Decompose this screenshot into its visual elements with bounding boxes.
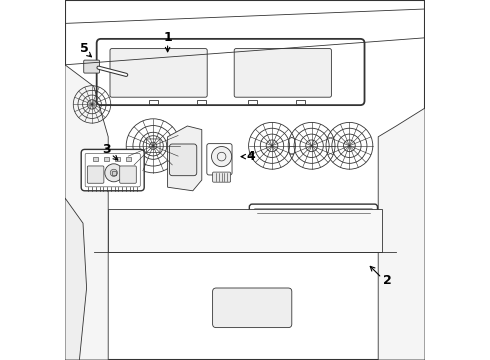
FancyBboxPatch shape <box>97 39 365 105</box>
Circle shape <box>212 147 232 167</box>
FancyBboxPatch shape <box>213 288 292 328</box>
FancyBboxPatch shape <box>110 49 207 97</box>
FancyBboxPatch shape <box>249 204 377 244</box>
Bar <box>94 157 98 161</box>
Circle shape <box>304 228 308 232</box>
Bar <box>115 157 120 161</box>
Circle shape <box>274 228 279 232</box>
Bar <box>257 224 268 231</box>
FancyBboxPatch shape <box>234 49 331 97</box>
FancyBboxPatch shape <box>120 166 136 183</box>
FancyBboxPatch shape <box>207 144 232 175</box>
Polygon shape <box>65 198 87 360</box>
Circle shape <box>333 228 338 232</box>
Bar <box>248 100 257 104</box>
FancyBboxPatch shape <box>213 172 231 182</box>
Circle shape <box>348 228 352 232</box>
Text: 1: 1 <box>163 31 172 44</box>
Text: 3: 3 <box>102 143 111 156</box>
Bar <box>112 171 116 175</box>
Circle shape <box>105 164 123 182</box>
Bar <box>104 157 109 161</box>
Bar <box>126 157 130 161</box>
Circle shape <box>318 228 323 232</box>
Text: 4: 4 <box>246 150 255 163</box>
Circle shape <box>289 228 294 232</box>
FancyBboxPatch shape <box>170 144 197 176</box>
FancyBboxPatch shape <box>87 166 104 183</box>
Circle shape <box>110 169 118 176</box>
Text: 5: 5 <box>80 42 89 55</box>
FancyBboxPatch shape <box>81 149 144 191</box>
Bar <box>197 100 206 104</box>
Bar <box>149 100 157 104</box>
Bar <box>108 209 382 252</box>
Polygon shape <box>168 126 202 191</box>
Circle shape <box>143 136 163 156</box>
Bar <box>357 224 369 231</box>
Polygon shape <box>378 108 425 360</box>
Bar <box>296 100 305 104</box>
Polygon shape <box>65 65 108 360</box>
FancyBboxPatch shape <box>84 60 99 73</box>
Text: 2: 2 <box>383 274 392 287</box>
